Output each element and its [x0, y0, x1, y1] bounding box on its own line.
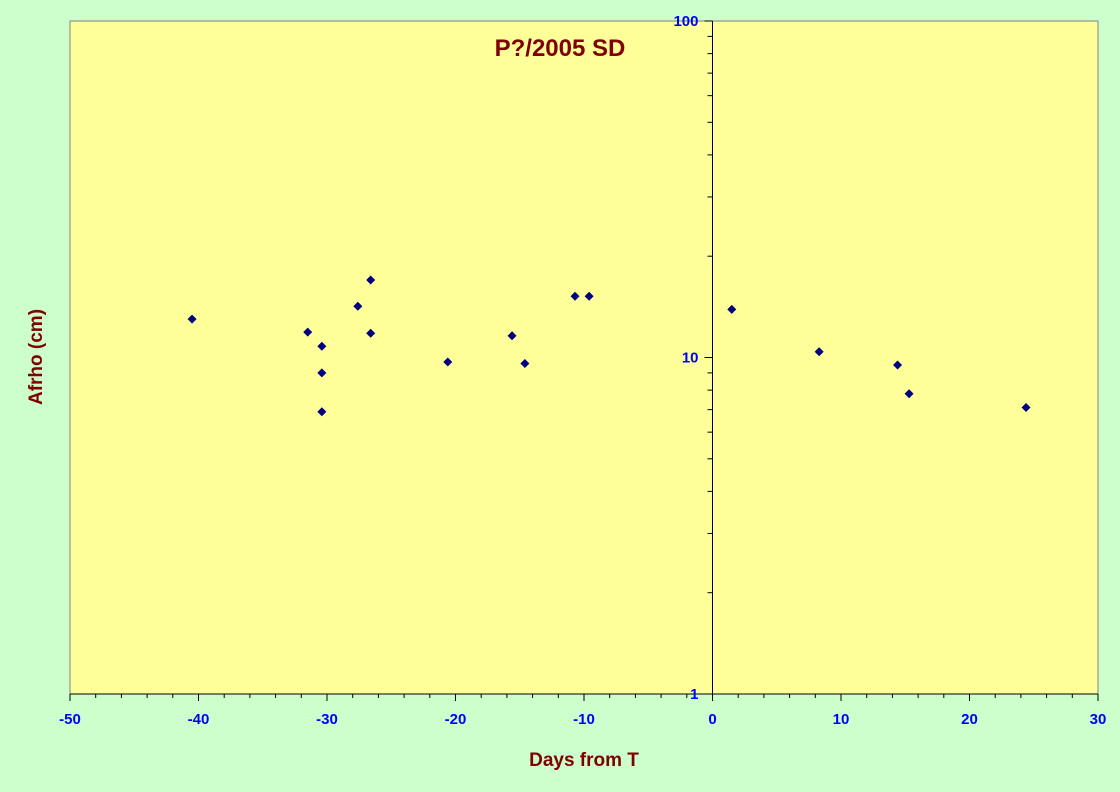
x-tick-label: -20 — [445, 711, 467, 728]
data-point — [187, 314, 197, 324]
data-point — [814, 347, 824, 357]
data-point — [317, 341, 327, 351]
x-tick-label: 30 — [1090, 711, 1107, 728]
chart-title: P?/2005 SD — [495, 35, 626, 62]
data-point — [366, 328, 376, 338]
x-tick-label: -30 — [316, 711, 338, 728]
data-point — [904, 389, 914, 399]
data-point — [520, 358, 530, 368]
y-tick-label: 100 — [673, 13, 698, 30]
y-tick-label: 10 — [682, 350, 699, 367]
y-axis: 1 10 100 — [673, 13, 713, 703]
data-point — [443, 357, 453, 367]
x-axis-title: Days from T — [529, 750, 639, 771]
x-tick-label: -10 — [573, 711, 595, 728]
x-tick-label: 0 — [708, 711, 716, 728]
data-point — [317, 368, 327, 378]
plot-area — [69, 20, 1099, 695]
data-point — [570, 291, 580, 301]
data-point — [303, 327, 313, 337]
x-tick-label: -40 — [188, 711, 210, 728]
x-tick-label: 10 — [833, 711, 850, 728]
y-axis-title: Afrho (cm) — [26, 309, 47, 405]
data-points — [187, 275, 1031, 417]
data-point — [584, 291, 594, 301]
data-point — [727, 304, 737, 314]
x-tick-label: 20 — [961, 711, 978, 728]
data-point — [507, 331, 517, 341]
data-point — [366, 275, 376, 285]
y-tick-label: 1 — [690, 686, 698, 703]
x-tick-label: -50 — [59, 711, 81, 728]
data-point — [1021, 403, 1031, 413]
data-point — [893, 360, 903, 370]
x-axis: -50 -40 -30 -20 -10 0 10 20 30 — [59, 693, 1107, 728]
data-point — [317, 407, 327, 417]
data-point — [353, 301, 363, 311]
